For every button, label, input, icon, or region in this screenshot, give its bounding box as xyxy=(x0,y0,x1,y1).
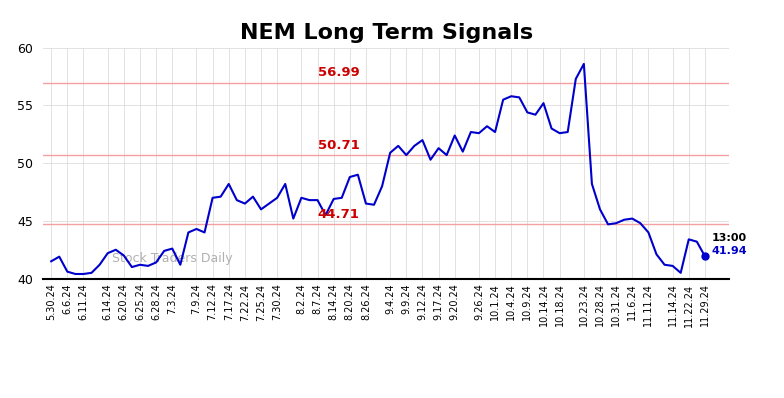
Text: 13:00: 13:00 xyxy=(711,233,746,243)
Title: NEM Long Term Signals: NEM Long Term Signals xyxy=(240,23,532,43)
Text: Stock Traders Daily: Stock Traders Daily xyxy=(111,252,232,265)
Text: 41.94: 41.94 xyxy=(711,246,747,256)
Text: 44.71: 44.71 xyxy=(318,208,360,221)
Text: 50.71: 50.71 xyxy=(318,139,360,152)
Text: 56.99: 56.99 xyxy=(318,66,360,79)
